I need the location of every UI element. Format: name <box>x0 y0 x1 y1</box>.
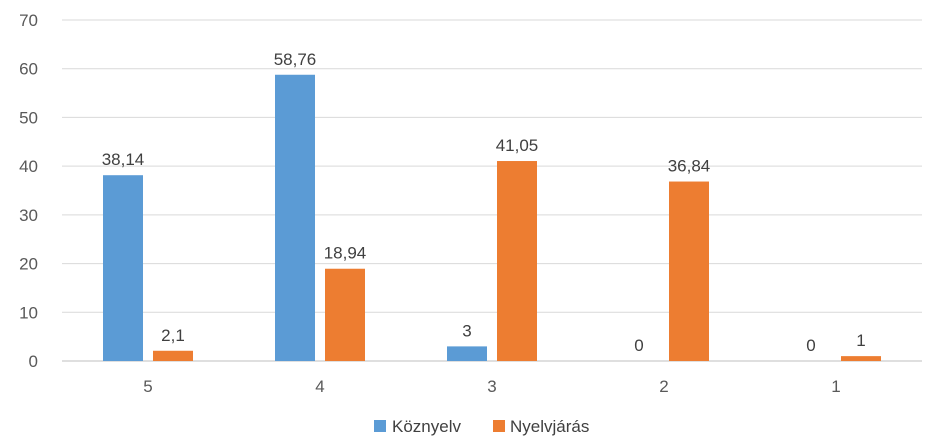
data-label: 0 <box>806 336 815 355</box>
y-tick-label: 60 <box>19 60 38 79</box>
y-tick-label: 70 <box>19 11 38 30</box>
x-tick-label: 1 <box>831 377 840 396</box>
bar-koznyelv-3 <box>447 346 487 361</box>
bar-nyelvjaras-1 <box>841 356 881 361</box>
x-tick-label: 2 <box>659 377 668 396</box>
x-tick-label: 3 <box>487 377 496 396</box>
bar-koznyelv-4 <box>275 74 315 362</box>
data-label: 1 <box>856 331 865 350</box>
bar-nyelvjaras-3 <box>497 161 537 361</box>
legend-swatch <box>374 420 386 432</box>
legend-swatch <box>493 420 505 432</box>
data-label: 0 <box>634 336 643 355</box>
data-labels: 38,14 2,1 58,76 18,94 3 41,05 0 36,84 0 1 <box>102 50 866 355</box>
legend: Köznyelv Nyelvjárás <box>374 417 589 436</box>
bar-nyelvjaras-4 <box>325 268 365 361</box>
y-tick-label: 10 <box>19 303 38 322</box>
bar-nyelvjaras-5 <box>153 350 193 361</box>
data-label: 41,05 <box>496 136 539 155</box>
data-label: 58,76 <box>274 50 317 69</box>
data-label: 2,1 <box>161 326 185 345</box>
y-tick-label: 30 <box>19 206 38 225</box>
y-tick-label: 50 <box>19 108 38 127</box>
data-label: 36,84 <box>668 157 711 176</box>
bar-nyelvjaras-2 <box>669 181 709 361</box>
legend-label: Köznyelv <box>392 417 461 436</box>
x-tick-label: 4 <box>315 377 324 396</box>
x-tick-label: 5 <box>143 377 152 396</box>
x-axis-ticks: 5 4 3 2 1 <box>143 377 840 396</box>
legend-label: Nyelvjárás <box>510 417 589 436</box>
y-tick-label: 40 <box>19 157 38 176</box>
data-label: 3 <box>462 321 471 340</box>
bars <box>103 74 881 362</box>
gridlines <box>62 19 922 362</box>
bar-koznyelv-5 <box>103 175 143 361</box>
data-label: 38,14 <box>102 150 145 169</box>
y-tick-label: 20 <box>19 255 38 274</box>
y-tick-label: 0 <box>29 352 38 371</box>
y-axis-ticks: 0 10 20 30 40 50 60 70 <box>19 11 38 371</box>
data-label: 18,94 <box>324 244 367 263</box>
